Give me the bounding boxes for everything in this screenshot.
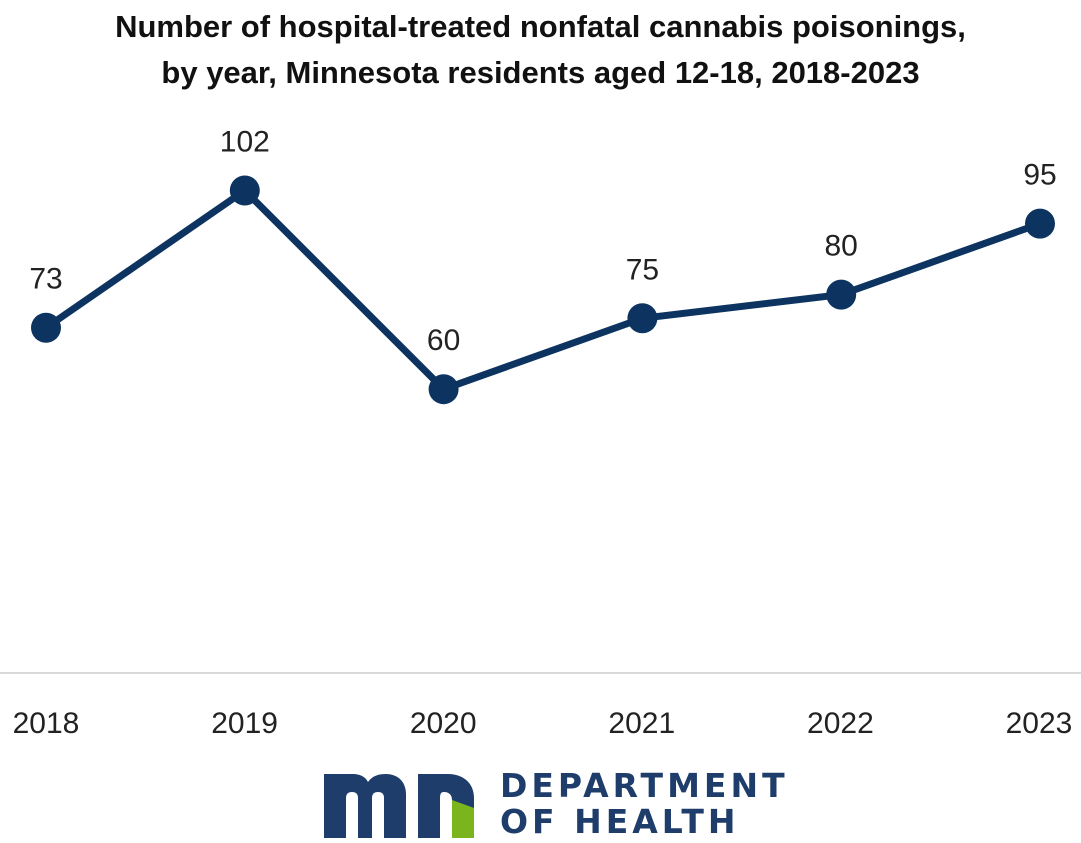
data-label-2021: 75 <box>626 253 659 286</box>
logo-text: DEPARTMENT OF HEALTH <box>500 768 789 840</box>
data-label-2019: 102 <box>220 126 270 159</box>
x-tick-labels: 2018 2019 2020 2021 2022 2023 <box>13 707 1073 740</box>
x-tick-label-2021: 2021 <box>608 707 675 740</box>
mn-logo-icon <box>324 774 474 838</box>
data-point-2018 <box>31 312 61 343</box>
x-tick-label-2019: 2019 <box>211 707 278 740</box>
data-label-2020: 60 <box>427 324 460 357</box>
data-point-2019 <box>229 175 260 206</box>
data-point-2020 <box>428 374 459 405</box>
data-labels: 73 102 60 75 80 95 <box>29 126 1056 358</box>
x-tick-label-2020: 2020 <box>410 707 477 740</box>
department-of-health-logo: DEPARTMENT OF HEALTH <box>322 768 812 840</box>
chart-title: Number of hospital-treated nonfatal cann… <box>0 4 1081 96</box>
data-point-2022 <box>826 279 857 310</box>
data-point-2021 <box>627 303 658 334</box>
chart-title-line-2: by year, Minnesota residents aged 12-18,… <box>161 55 920 90</box>
data-points <box>31 175 1055 405</box>
data-label-2023: 95 <box>1023 159 1056 192</box>
data-label-2022: 80 <box>825 230 858 263</box>
data-label-2018: 73 <box>29 263 62 296</box>
chart-title-line-1: Number of hospital-treated nonfatal cann… <box>115 9 966 44</box>
data-point-2023 <box>1025 208 1055 239</box>
logo-text-line-1: DEPARTMENT <box>500 766 789 805</box>
x-tick-label-2023: 2023 <box>1006 707 1073 740</box>
series-line <box>44 186 1042 394</box>
x-tick-label-2022: 2022 <box>807 707 874 740</box>
logo-text-line-2: OF HEALTH <box>500 802 740 841</box>
x-tick-label-2018: 2018 <box>13 707 80 740</box>
